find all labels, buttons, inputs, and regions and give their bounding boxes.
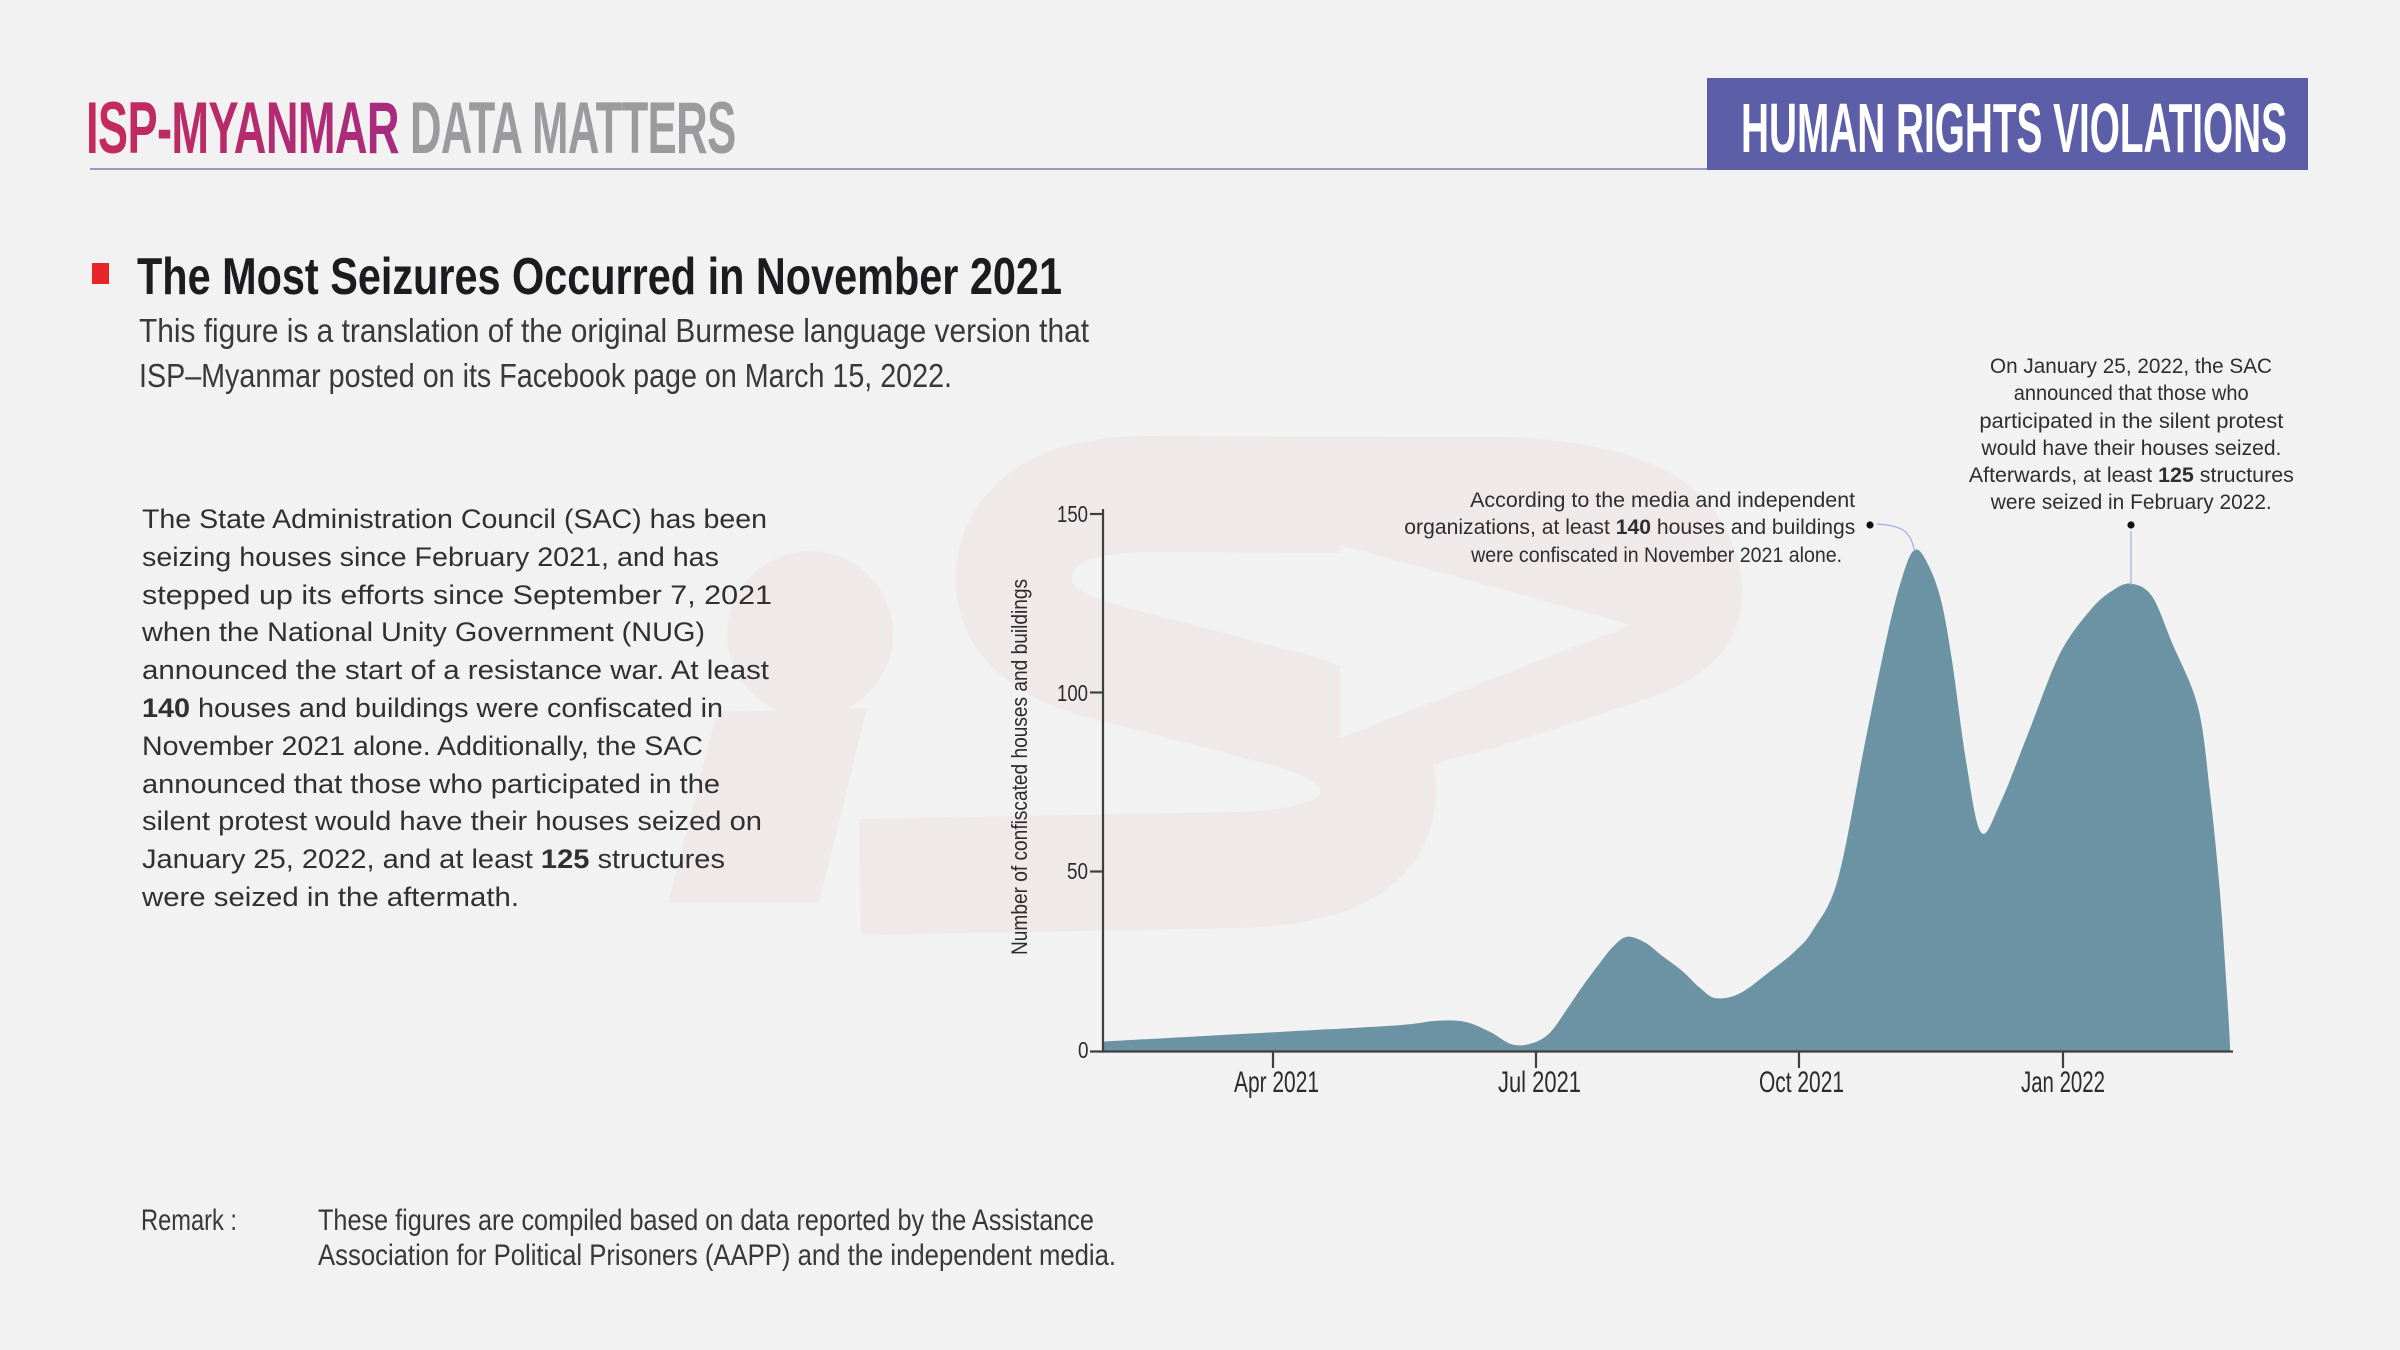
- svg-text:Jul 2021: Jul 2021: [1498, 1066, 1581, 1099]
- svg-text:Oct 2021: Oct 2021: [1759, 1066, 1844, 1099]
- svg-text:Number of confiscated houses a: Number of confiscated houses and buildin…: [1007, 579, 1032, 955]
- svg-text:50: 50: [1067, 858, 1088, 884]
- svg-text:150: 150: [1057, 501, 1088, 527]
- svg-text:0: 0: [1078, 1037, 1089, 1063]
- svg-text:Jan 2022: Jan 2022: [2021, 1066, 2105, 1099]
- svg-text:Apr 2021: Apr 2021: [1234, 1066, 1319, 1099]
- svg-text:100: 100: [1057, 680, 1088, 706]
